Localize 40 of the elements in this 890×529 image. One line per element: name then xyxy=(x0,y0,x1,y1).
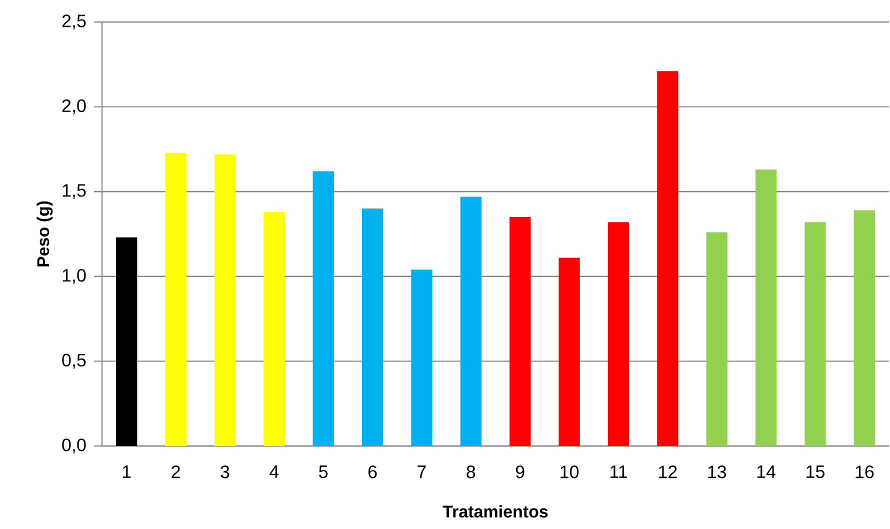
y-tick-label: 2,5 xyxy=(62,14,86,30)
y-tick-label: 1,0 xyxy=(62,268,86,284)
bar xyxy=(608,222,630,446)
x-tick-label: 4 xyxy=(270,466,279,478)
x-tick-label: 1 xyxy=(122,466,131,478)
bar xyxy=(558,258,580,446)
bar xyxy=(706,232,728,446)
bar xyxy=(362,208,384,446)
bar xyxy=(657,71,678,446)
bar xyxy=(510,217,531,446)
bar xyxy=(460,196,482,446)
bar xyxy=(312,171,334,446)
x-tick-label: 9 xyxy=(516,466,524,478)
y-tick-label: 2,0 xyxy=(62,99,86,114)
x-tick-label: 12 xyxy=(659,466,677,478)
x-tick-label: 5 xyxy=(319,466,328,478)
x-tick-label: 3 xyxy=(220,466,230,478)
bar xyxy=(165,152,186,446)
x-tick-label: 11 xyxy=(610,466,627,478)
x-tick-label: 15 xyxy=(806,466,824,478)
bar xyxy=(854,210,875,446)
y-axis-title: Peso (g) xyxy=(36,201,53,266)
bar xyxy=(264,212,285,446)
x-tick-label: 14 xyxy=(757,466,776,478)
x-tick-label: 2 xyxy=(172,466,180,478)
y-tick-label: 1,5 xyxy=(62,184,86,199)
bar xyxy=(116,237,138,446)
x-axis-title: Tratamientos xyxy=(442,505,548,518)
x-tick-label: 6 xyxy=(368,466,377,478)
bar xyxy=(755,170,777,446)
x-tick-label: 13 xyxy=(708,466,726,478)
x-tick-label: 8 xyxy=(466,466,476,478)
x-tick-label: 16 xyxy=(856,466,874,478)
x-tick-label: 7 xyxy=(418,466,426,478)
bar xyxy=(214,154,236,446)
bar xyxy=(411,270,432,446)
bar xyxy=(804,222,826,446)
y-tick-label: 0,0 xyxy=(62,438,86,454)
x-tick-label: 10 xyxy=(560,466,579,478)
y-tick-label: 0,5 xyxy=(62,354,86,369)
